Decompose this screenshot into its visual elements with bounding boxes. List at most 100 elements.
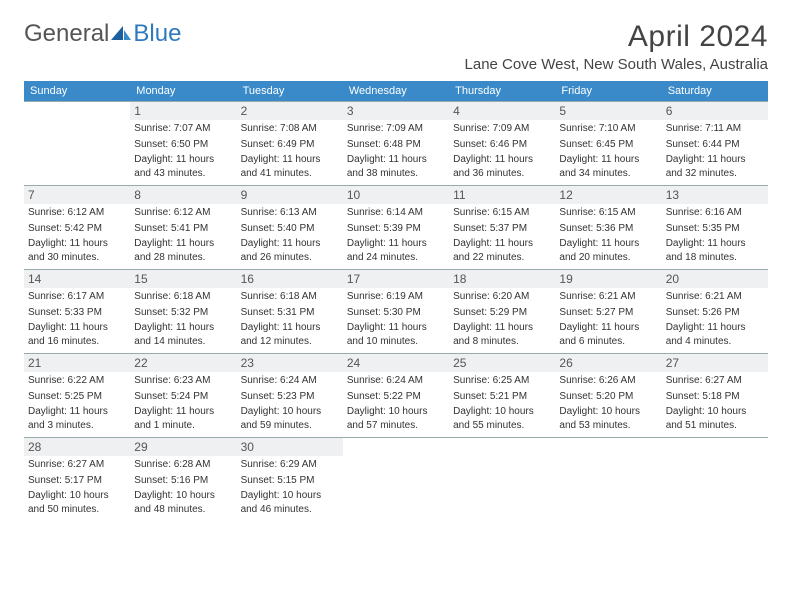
day-number: 11 (449, 186, 555, 204)
calendar-day-cell: 12Sunrise: 6:15 AMSunset: 5:36 PMDayligh… (555, 186, 661, 270)
header: General Blue April 2024 Lane Cove West, … (24, 20, 768, 73)
weekday-header: Saturday (662, 81, 768, 102)
weekday-header: Thursday (449, 81, 555, 102)
sunrise-text: Sunrise: 6:27 AM (662, 372, 768, 388)
day-number: 12 (555, 186, 661, 204)
sunrise-text: Sunrise: 6:16 AM (662, 204, 768, 220)
day-number: 18 (449, 270, 555, 288)
daylight-text: Daylight: 11 hours and 1 minute. (130, 403, 236, 432)
sunset-text: Sunset: 5:36 PM (555, 220, 661, 236)
calendar-day-cell: 29Sunrise: 6:28 AMSunset: 5:16 PMDayligh… (130, 438, 236, 522)
day-number: 4 (449, 102, 555, 120)
daylight-text: Daylight: 11 hours and 8 minutes. (449, 319, 555, 348)
daylight-text: Daylight: 11 hours and 16 minutes. (24, 319, 130, 348)
daylight-text: Daylight: 11 hours and 32 minutes. (662, 151, 768, 180)
calendar-day-cell: 9Sunrise: 6:13 AMSunset: 5:40 PMDaylight… (237, 186, 343, 270)
daylight-text: Daylight: 10 hours and 53 minutes. (555, 403, 661, 432)
weekday-header: Friday (555, 81, 661, 102)
day-number: 1 (130, 102, 236, 120)
calendar-day-cell: 20Sunrise: 6:21 AMSunset: 5:26 PMDayligh… (662, 270, 768, 354)
daylight-text: Daylight: 11 hours and 20 minutes. (555, 235, 661, 264)
calendar-day-cell: 28Sunrise: 6:27 AMSunset: 5:17 PMDayligh… (24, 438, 130, 522)
day-number: 3 (343, 102, 449, 120)
sunset-text: Sunset: 5:23 PM (237, 388, 343, 404)
sunset-text: Sunset: 6:48 PM (343, 136, 449, 152)
day-number: 7 (24, 186, 130, 204)
sunrise-text: Sunrise: 6:28 AM (130, 456, 236, 472)
calendar-table: SundayMondayTuesdayWednesdayThursdayFrid… (24, 81, 768, 522)
daylight-text: Daylight: 11 hours and 24 minutes. (343, 235, 449, 264)
sunrise-text: Sunrise: 6:13 AM (237, 204, 343, 220)
day-number: 8 (130, 186, 236, 204)
calendar-day-cell: 6Sunrise: 7:11 AMSunset: 6:44 PMDaylight… (662, 102, 768, 186)
sunset-text: Sunset: 5:39 PM (343, 220, 449, 236)
calendar-day-cell (343, 438, 449, 522)
day-number: 24 (343, 354, 449, 372)
calendar-day-cell (555, 438, 661, 522)
sunset-text: Sunset: 5:42 PM (24, 220, 130, 236)
daylight-text: Daylight: 11 hours and 14 minutes. (130, 319, 236, 348)
calendar-day-cell (24, 102, 130, 186)
day-number: 28 (24, 438, 130, 456)
day-number: 2 (237, 102, 343, 120)
sunset-text: Sunset: 5:22 PM (343, 388, 449, 404)
day-number: 14 (24, 270, 130, 288)
calendar-week-row: 7Sunrise: 6:12 AMSunset: 5:42 PMDaylight… (24, 186, 768, 270)
location-subtitle: Lane Cove West, New South Wales, Austral… (465, 56, 768, 73)
logo-text-general: General (24, 20, 109, 48)
logo-text-blue: Blue (133, 20, 181, 48)
sunrise-text: Sunrise: 6:21 AM (555, 288, 661, 304)
day-number: 27 (662, 354, 768, 372)
daylight-text: Daylight: 10 hours and 48 minutes. (130, 487, 236, 516)
sunrise-text: Sunrise: 6:24 AM (237, 372, 343, 388)
calendar-day-cell: 23Sunrise: 6:24 AMSunset: 5:23 PMDayligh… (237, 354, 343, 438)
daylight-text: Daylight: 11 hours and 28 minutes. (130, 235, 236, 264)
sunset-text: Sunset: 5:40 PM (237, 220, 343, 236)
calendar-day-cell: 16Sunrise: 6:18 AMSunset: 5:31 PMDayligh… (237, 270, 343, 354)
sunrise-text: Sunrise: 6:26 AM (555, 372, 661, 388)
day-number: 15 (130, 270, 236, 288)
day-number: 30 (237, 438, 343, 456)
sunset-text: Sunset: 5:17 PM (24, 472, 130, 488)
calendar-day-cell: 4Sunrise: 7:09 AMSunset: 6:46 PMDaylight… (449, 102, 555, 186)
daylight-text: Daylight: 11 hours and 26 minutes. (237, 235, 343, 264)
sunrise-text: Sunrise: 6:22 AM (24, 372, 130, 388)
sunrise-text: Sunrise: 7:08 AM (237, 120, 343, 136)
day-number: 16 (237, 270, 343, 288)
sunrise-text: Sunrise: 6:12 AM (130, 204, 236, 220)
calendar-day-cell: 11Sunrise: 6:15 AMSunset: 5:37 PMDayligh… (449, 186, 555, 270)
calendar-day-cell: 17Sunrise: 6:19 AMSunset: 5:30 PMDayligh… (343, 270, 449, 354)
sunset-text: Sunset: 5:32 PM (130, 304, 236, 320)
sunrise-text: Sunrise: 7:07 AM (130, 120, 236, 136)
calendar-day-cell: 1Sunrise: 7:07 AMSunset: 6:50 PMDaylight… (130, 102, 236, 186)
daylight-text: Daylight: 10 hours and 55 minutes. (449, 403, 555, 432)
sunrise-text: Sunrise: 7:09 AM (343, 120, 449, 136)
weekday-header: Tuesday (237, 81, 343, 102)
daylight-text: Daylight: 11 hours and 22 minutes. (449, 235, 555, 264)
sunset-text: Sunset: 5:18 PM (662, 388, 768, 404)
sunset-text: Sunset: 5:30 PM (343, 304, 449, 320)
sunrise-text: Sunrise: 6:17 AM (24, 288, 130, 304)
sunset-text: Sunset: 5:24 PM (130, 388, 236, 404)
sunset-text: Sunset: 5:20 PM (555, 388, 661, 404)
sunrise-text: Sunrise: 6:12 AM (24, 204, 130, 220)
calendar-week-row: 14Sunrise: 6:17 AMSunset: 5:33 PMDayligh… (24, 270, 768, 354)
sunrise-text: Sunrise: 6:18 AM (237, 288, 343, 304)
sunrise-text: Sunrise: 6:24 AM (343, 372, 449, 388)
daylight-text: Daylight: 11 hours and 34 minutes. (555, 151, 661, 180)
sunset-text: Sunset: 5:15 PM (237, 472, 343, 488)
sunset-text: Sunset: 5:37 PM (449, 220, 555, 236)
sunrise-text: Sunrise: 7:11 AM (662, 120, 768, 136)
daylight-text: Daylight: 11 hours and 6 minutes. (555, 319, 661, 348)
daylight-text: Daylight: 11 hours and 41 minutes. (237, 151, 343, 180)
day-number: 21 (24, 354, 130, 372)
sunset-text: Sunset: 5:25 PM (24, 388, 130, 404)
sunrise-text: Sunrise: 6:19 AM (343, 288, 449, 304)
calendar-day-cell: 30Sunrise: 6:29 AMSunset: 5:15 PMDayligh… (237, 438, 343, 522)
sunset-text: Sunset: 5:16 PM (130, 472, 236, 488)
calendar-day-cell: 7Sunrise: 6:12 AMSunset: 5:42 PMDaylight… (24, 186, 130, 270)
sunrise-text: Sunrise: 6:20 AM (449, 288, 555, 304)
sunset-text: Sunset: 5:41 PM (130, 220, 236, 236)
calendar-day-cell: 24Sunrise: 6:24 AMSunset: 5:22 PMDayligh… (343, 354, 449, 438)
calendar-header-row: SundayMondayTuesdayWednesdayThursdayFrid… (24, 81, 768, 102)
